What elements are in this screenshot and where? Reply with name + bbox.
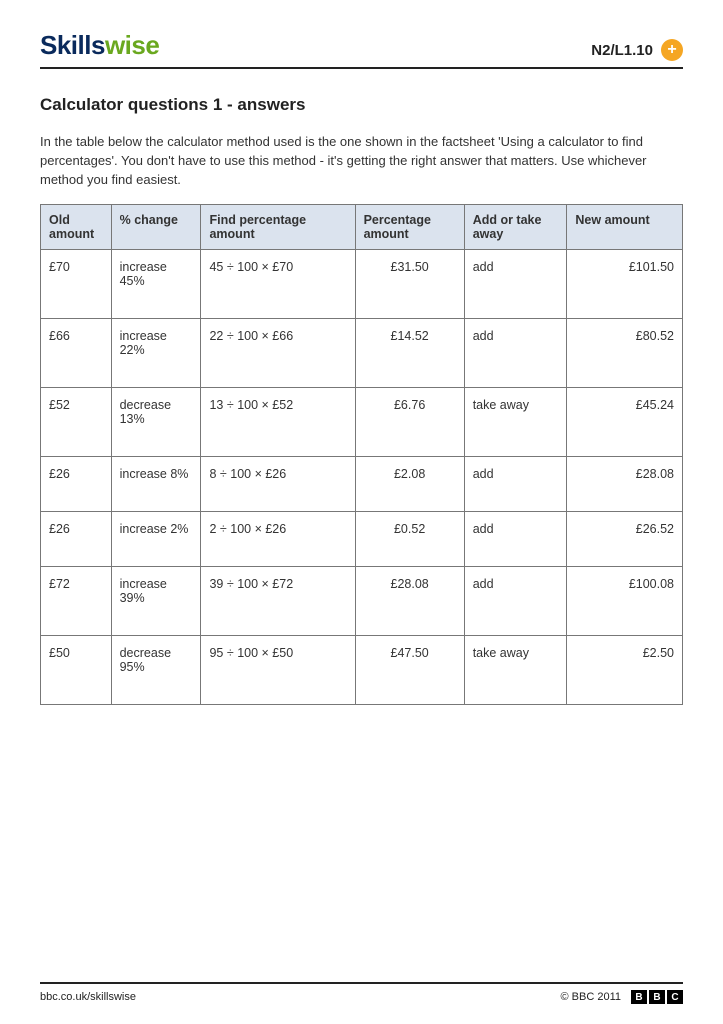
- answers-table: Old amount % change Find percentage amou…: [40, 204, 683, 705]
- logo-part1: Skills: [40, 30, 105, 60]
- table-cell: £31.50: [355, 249, 464, 318]
- table-cell: £72: [41, 566, 112, 635]
- page-footer: bbc.co.uk/skillswise © BBC 2011 B B C: [40, 982, 683, 1004]
- table-cell: take away: [464, 387, 567, 456]
- table-cell: £28.08: [567, 456, 683, 511]
- column-header: % change: [111, 204, 201, 249]
- table-cell: £0.52: [355, 511, 464, 566]
- table-cell: £26: [41, 511, 112, 566]
- column-header: Old amount: [41, 204, 112, 249]
- table-cell: £14.52: [355, 318, 464, 387]
- table-cell: add: [464, 249, 567, 318]
- table-cell: £52: [41, 387, 112, 456]
- reference-code-area: N2/L1.10 +: [591, 39, 683, 61]
- table-cell: 45 ÷ 100 × £70: [201, 249, 355, 318]
- bbc-block: C: [667, 990, 683, 1004]
- table-row: £26increase 2%2 ÷ 100 × £26£0.52add£26.5…: [41, 511, 683, 566]
- table-cell: £47.50: [355, 635, 464, 704]
- table-cell: 8 ÷ 100 × £26: [201, 456, 355, 511]
- table-cell: 22 ÷ 100 × £66: [201, 318, 355, 387]
- table-row: £50decrease 95%95 ÷ 100 × £50£47.50take …: [41, 635, 683, 704]
- table-body: £70increase 45%45 ÷ 100 × £70£31.50add£1…: [41, 249, 683, 704]
- bbc-block: B: [649, 990, 665, 1004]
- logo-part2: wise: [105, 30, 159, 60]
- table-cell: £2.50: [567, 635, 683, 704]
- table-cell: decrease 13%: [111, 387, 201, 456]
- reference-code: N2/L1.10: [591, 42, 653, 59]
- footer-url: bbc.co.uk/skillswise: [40, 991, 136, 1003]
- table-cell: £45.24: [567, 387, 683, 456]
- table-cell: increase 8%: [111, 456, 201, 511]
- table-cell: add: [464, 511, 567, 566]
- table-cell: £6.76: [355, 387, 464, 456]
- page-header: Skillswise N2/L1.10 +: [40, 30, 683, 69]
- column-header: New amount: [567, 204, 683, 249]
- intro-paragraph: In the table below the calculator method…: [40, 133, 683, 190]
- table-cell: £26: [41, 456, 112, 511]
- table-cell: increase 39%: [111, 566, 201, 635]
- table-cell: 95 ÷ 100 × £50: [201, 635, 355, 704]
- table-cell: £2.08: [355, 456, 464, 511]
- table-cell: increase 45%: [111, 249, 201, 318]
- page-title: Calculator questions 1 - answers: [40, 95, 683, 115]
- table-cell: take away: [464, 635, 567, 704]
- table-cell: add: [464, 456, 567, 511]
- table-cell: £80.52: [567, 318, 683, 387]
- skillswise-logo: Skillswise: [40, 30, 159, 61]
- table-cell: £26.52: [567, 511, 683, 566]
- table-cell: £50: [41, 635, 112, 704]
- table-cell: £101.50: [567, 249, 683, 318]
- table-cell: increase 22%: [111, 318, 201, 387]
- table-cell: add: [464, 318, 567, 387]
- worksheet-page: Skillswise N2/L1.10 + Calculator questio…: [0, 0, 723, 1024]
- table-row: £26increase 8%8 ÷ 100 × £26£2.08add£28.0…: [41, 456, 683, 511]
- column-header: Find percentage amount: [201, 204, 355, 249]
- column-header: Percentage amount: [355, 204, 464, 249]
- table-row: £52decrease 13%13 ÷ 100 × £52£6.76take a…: [41, 387, 683, 456]
- table-row: £70increase 45%45 ÷ 100 × £70£31.50add£1…: [41, 249, 683, 318]
- table-cell: £100.08: [567, 566, 683, 635]
- bbc-block: B: [631, 990, 647, 1004]
- table-row: £66increase 22%22 ÷ 100 × £66£14.52add£8…: [41, 318, 683, 387]
- table-cell: 2 ÷ 100 × £26: [201, 511, 355, 566]
- table-cell: £66: [41, 318, 112, 387]
- table-row: £72increase 39%39 ÷ 100 × £72£28.08add£1…: [41, 566, 683, 635]
- table-cell: £70: [41, 249, 112, 318]
- table-header: Old amount % change Find percentage amou…: [41, 204, 683, 249]
- plus-icon: +: [661, 39, 683, 61]
- column-header: Add or take away: [464, 204, 567, 249]
- table-cell: add: [464, 566, 567, 635]
- table-cell: decrease 95%: [111, 635, 201, 704]
- footer-right: © BBC 2011 B B C: [561, 990, 684, 1004]
- table-cell: increase 2%: [111, 511, 201, 566]
- bbc-logo: B B C: [631, 990, 683, 1004]
- table-cell: £28.08: [355, 566, 464, 635]
- table-cell: 39 ÷ 100 × £72: [201, 566, 355, 635]
- footer-copyright: © BBC 2011: [561, 991, 622, 1003]
- table-cell: 13 ÷ 100 × £52: [201, 387, 355, 456]
